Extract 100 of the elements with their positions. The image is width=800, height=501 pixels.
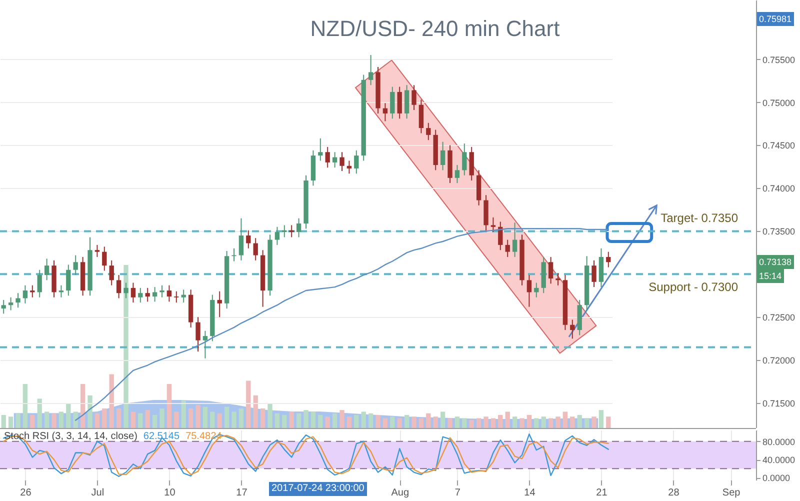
candlestick	[145, 287, 150, 302]
ref-line-label: Target- 0.7350	[660, 211, 738, 226]
bar	[130, 412, 136, 428]
bar	[1, 414, 6, 428]
bar	[44, 412, 50, 428]
candlestick	[238, 218, 244, 261]
candlestick	[390, 86, 395, 120]
text: NZD/USD- 240 min Chart	[309, 16, 561, 42]
candlestick	[217, 290, 222, 318]
bar	[433, 416, 438, 428]
bar	[232, 412, 236, 428]
bar	[520, 418, 524, 428]
candlestick	[66, 264, 71, 296]
bar	[584, 418, 590, 428]
text: 0.75981	[757, 12, 794, 26]
candlestick	[160, 284, 164, 298]
bar	[289, 412, 294, 428]
candlestick	[340, 152, 344, 172]
text: 15:14	[757, 269, 784, 284]
bar	[570, 416, 575, 428]
bar	[124, 265, 128, 428]
bar	[440, 412, 446, 428]
bar	[253, 395, 258, 428]
bar	[66, 404, 71, 428]
bar	[16, 413, 20, 428]
bar	[152, 414, 158, 428]
candlestick	[116, 274, 122, 299]
candlestick	[196, 316, 200, 352]
bar	[512, 416, 518, 428]
bar	[418, 418, 424, 428]
candlestick	[109, 260, 114, 286]
candlestick	[325, 146, 330, 168]
bar	[102, 408, 107, 428]
bar	[246, 380, 251, 428]
candlestick	[246, 230, 251, 249]
bar	[606, 416, 611, 428]
candlestick	[418, 99, 424, 134]
candlestick	[296, 218, 302, 238]
bar	[526, 414, 532, 428]
candlestick	[570, 319, 575, 340]
candlestick	[274, 226, 280, 246]
bar	[376, 414, 380, 428]
bar	[224, 406, 230, 428]
candlestick	[412, 84, 416, 111]
x-tick-label: 10	[164, 488, 176, 498]
bar	[210, 412, 215, 428]
x-tick-label: 28	[668, 488, 680, 498]
bar	[426, 413, 431, 428]
candlestick	[469, 146, 474, 181]
annotation: 62.5145	[143, 431, 180, 442]
bar	[30, 414, 35, 428]
bar	[37, 398, 42, 428]
bar	[274, 413, 280, 428]
candlestick	[138, 287, 143, 304]
bar	[260, 408, 266, 428]
y-tick-label: 0.73500	[762, 226, 796, 237]
bar	[541, 416, 546, 428]
x-tick-label: 7	[454, 488, 461, 498]
bar	[268, 404, 272, 428]
x-tick-label: Jul	[91, 488, 104, 498]
y-tick-label: 0.75000	[762, 98, 796, 108]
bar	[346, 416, 352, 428]
candlestick	[94, 244, 100, 258]
candlestick	[202, 330, 208, 359]
candlestick	[44, 258, 50, 281]
candlestick	[1, 299, 6, 314]
candlestick	[462, 143, 467, 176]
bar	[160, 408, 164, 428]
bar	[454, 416, 460, 428]
y-tick-label: 80.0000	[762, 436, 796, 447]
bar	[484, 416, 488, 428]
bar	[202, 406, 208, 428]
candlestick	[490, 216, 496, 233]
bar	[592, 416, 596, 428]
candlestick	[181, 289, 186, 304]
candlestick	[166, 284, 172, 302]
bar	[80, 384, 86, 428]
candlestick	[73, 254, 78, 276]
bar	[390, 416, 395, 428]
candlestick	[606, 251, 611, 268]
y-tick-label: 0.74500	[762, 140, 796, 151]
bar	[490, 418, 496, 428]
bar	[548, 418, 554, 428]
x-tick-label: 21	[596, 488, 608, 498]
y-tick-label: 0.0000	[762, 473, 790, 484]
bar	[304, 410, 308, 428]
y-tick-label: 0.72500	[762, 312, 796, 323]
candlestick	[354, 150, 359, 174]
bar	[469, 420, 474, 428]
bar	[476, 418, 482, 428]
bar	[462, 418, 467, 428]
bar	[296, 413, 302, 428]
bar	[325, 416, 330, 428]
candlestick	[368, 54, 374, 86]
candlestick	[526, 274, 532, 308]
bar	[8, 416, 14, 428]
y-tick-label: 0.75500	[762, 54, 796, 65]
candlestick	[397, 86, 402, 120]
candlestick	[556, 272, 560, 286]
bar	[181, 400, 186, 428]
